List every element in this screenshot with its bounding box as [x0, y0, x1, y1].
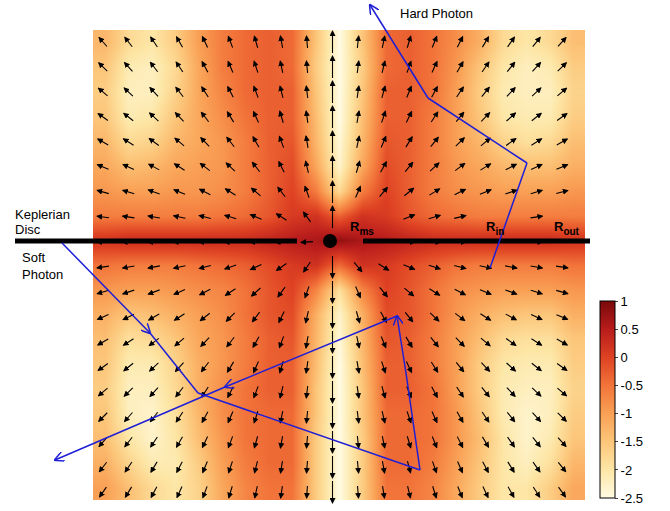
svg-text:0.5: 0.5 — [621, 322, 639, 337]
svg-text:Disc: Disc — [15, 222, 41, 237]
svg-text:Rin: Rin — [486, 219, 504, 237]
svg-text:Photon: Photon — [22, 267, 63, 282]
svg-text:-0.5: -0.5 — [621, 378, 643, 393]
svg-text:-1: -1 — [621, 406, 633, 421]
svg-text:0: 0 — [621, 350, 628, 365]
svg-text:-2: -2 — [621, 463, 633, 478]
svg-text:Keplerian: Keplerian — [15, 207, 70, 222]
svg-text:Soft: Soft — [22, 250, 46, 265]
svg-text:Rout: Rout — [554, 219, 580, 237]
svg-text:-2.5: -2.5 — [621, 491, 643, 506]
svg-text:1: 1 — [621, 294, 628, 309]
svg-text:-1.5: -1.5 — [621, 434, 643, 449]
svg-text:Hard Photon: Hard Photon — [400, 6, 473, 21]
svg-text:Rms: Rms — [350, 219, 374, 237]
